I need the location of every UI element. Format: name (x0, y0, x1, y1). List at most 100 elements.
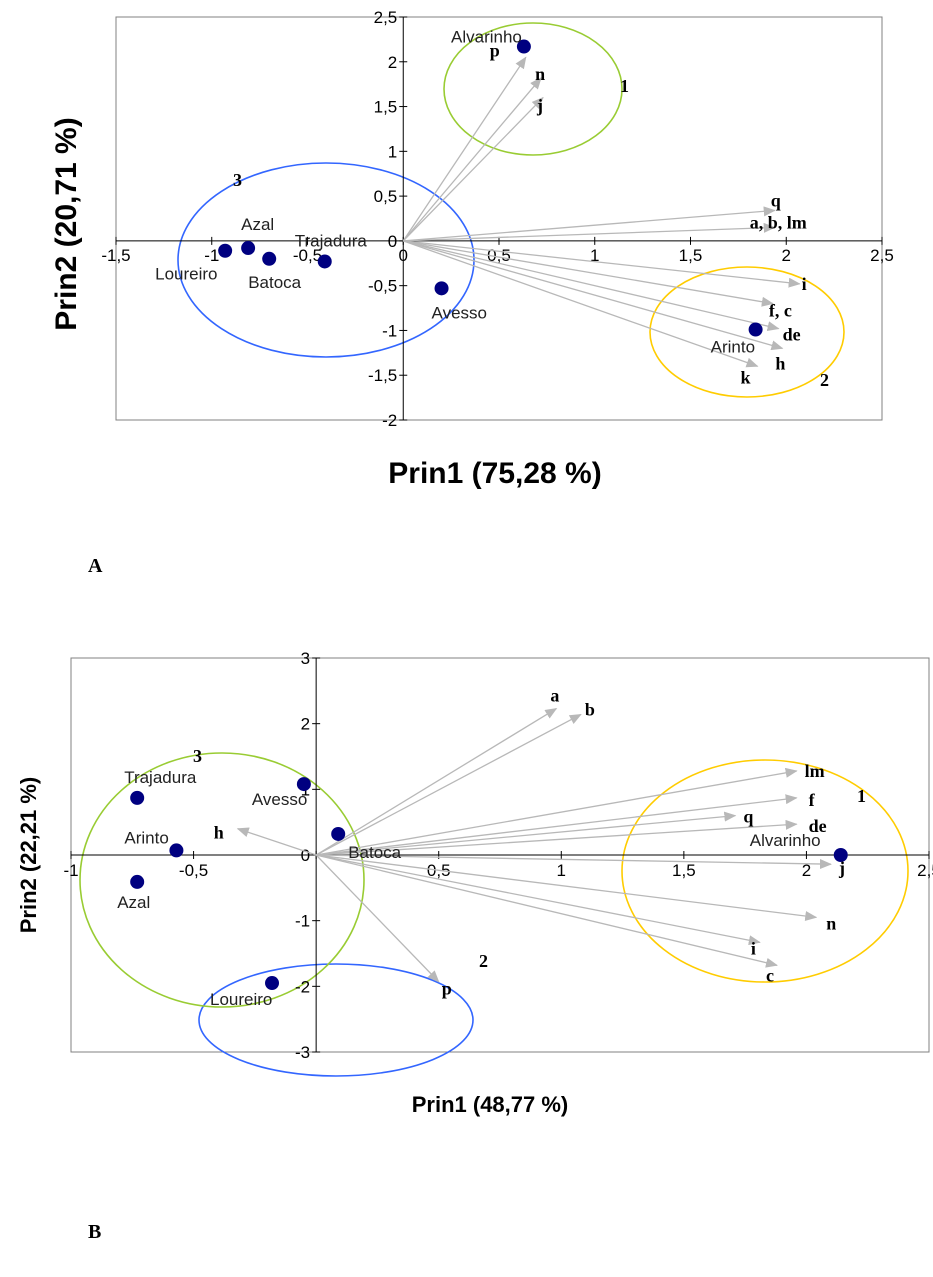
chart-b-group-ellipse (79, 752, 365, 1008)
chart-b-point (130, 874, 145, 889)
chart-a-group-ellipse (177, 162, 475, 358)
chart-a-vector-label: j (536, 96, 543, 116)
chart-a-point (317, 254, 332, 269)
chart-b-x-tick-label: 2 (802, 861, 811, 880)
chart-b-vector-label: n (826, 913, 836, 933)
chart-a-vector-label: n (535, 64, 545, 84)
chart-b-point-label: Avesso (252, 790, 307, 809)
chart-a-x-axis-title: Prin1 (75,28 %) (388, 457, 601, 490)
chart-a-points (218, 39, 763, 337)
chart-a-point-label: Loureiro (155, 265, 217, 284)
chart-b-vector-arrow (316, 854, 832, 869)
chart-b-group-ellipse (198, 963, 474, 1077)
chart-b-group-label: 3 (193, 746, 202, 766)
chart-a-x-tick-label: 1 (590, 246, 599, 265)
chart-a: -1,5 -1 -0,5 0 0,5 1 1,5 2 2,52,521,510,50-0,5-1… (50, 8, 894, 577)
chart-b-vector-label: j (838, 858, 845, 878)
chart-b-y-tick-label: 3 (301, 649, 310, 668)
chart-a-y-tick-label: -0,5 (368, 277, 397, 296)
chart-a-vector-arrow (402, 77, 542, 242)
chart-b-x-tick-label: -0,5 (179, 861, 208, 880)
chart-a-x-tick-label: 0 (399, 246, 408, 265)
chart-a-point-label: Trajadura (295, 231, 368, 250)
chart-b-x-axis-title: Prin1 (48,77 %) (412, 1092, 569, 1117)
chart-b-vector-arrow (315, 854, 440, 983)
chart-a-vector-label: k (741, 367, 751, 387)
chart-b-y-axis-title: Prin2 (22,21 %) (16, 777, 41, 934)
chart-a-y-axis-title: Prin2 (20,71 %) (50, 117, 83, 330)
chart-a-point (516, 39, 531, 54)
chart-a-vector-label: a, b, lm (750, 212, 807, 232)
chart-a-y-tick-label: -1 (382, 321, 397, 340)
chart-a-point-label: Batoca (248, 273, 301, 292)
chart-b: -1-0,50,511,522,53210-1-2-3 ablmfqdehjni… (16, 649, 933, 1243)
chart-a-point (748, 322, 763, 337)
chart-b-vector-label: f (809, 790, 816, 810)
chart-a-x-tick-label: 2 (782, 246, 791, 265)
chart-a-vector-label: h (775, 353, 785, 373)
chart-a-y-tick-label: 1,5 (374, 98, 398, 117)
chart-a-group-ellipse (649, 266, 845, 398)
chart-a-group-label: 2 (820, 370, 829, 390)
chart-a-vector-arrow (403, 240, 759, 368)
chart-a-vector-arrow (403, 240, 780, 332)
chart-b-point (265, 976, 280, 991)
chart-b-x-tick-label: -1 (63, 861, 78, 880)
chart-b-x-tick-label: 1 (557, 861, 566, 880)
chart-a-group-label: 3 (233, 170, 242, 190)
chart-a-panel-letter: A (88, 555, 103, 577)
chart-b-vector-label: b (585, 699, 595, 719)
chart-b-vector-arrow (316, 811, 737, 856)
chart-a-vector-label: p (490, 40, 500, 60)
chart-a-point (218, 243, 233, 258)
chart-b-vector-label: h (214, 823, 224, 843)
chart-a-group-ellipses (177, 22, 845, 398)
chart-b-group-label: 1 (857, 786, 866, 806)
chart-a-point (241, 241, 256, 256)
chart-b-point-label: Azal (117, 893, 150, 912)
chart-a-vector-arrow (403, 240, 784, 351)
chart-b-point (169, 843, 184, 858)
chart-a-vector-label: de (783, 325, 801, 345)
chart-b-vector-label: p (442, 979, 452, 999)
chart-b-vector-arrow (316, 767, 798, 856)
chart-a-y-tick-label: 0 (388, 232, 397, 251)
chart-b-vector-arrow (316, 854, 761, 946)
chart-a-y-tick-label: 2,5 (374, 8, 398, 27)
chart-b-vector-label: de (809, 816, 827, 836)
chart-b-vector-arrow (316, 794, 798, 856)
chart-a-vector-label: f, c (769, 301, 792, 321)
chart-b-vector-arrow (236, 827, 317, 856)
chart-b-panel-letter: B (88, 1221, 101, 1243)
chart-b-point-label: Loureiro (210, 990, 272, 1009)
chart-a-vector-label: q (771, 190, 781, 210)
chart-b-vector-label: i (751, 938, 756, 958)
chart-b-y-tick-label: 2 (301, 715, 310, 734)
chart-a-vector-label: i (802, 274, 807, 294)
chart-a-group-label: 1 (620, 76, 629, 96)
chart-a-x-tick-label: -1 (204, 246, 219, 265)
chart-b-point-label: Batoca (348, 843, 401, 862)
chart-a-vector-arrow (402, 96, 544, 242)
chart-b-group-ellipses (79, 752, 909, 1077)
chart-a-x-tick-label: -0,5 (293, 246, 322, 265)
chart-b-y-tick-label: 0 (301, 846, 310, 865)
chart-a-vector-arrow (402, 56, 527, 242)
chart-b-labels: a b lm f q de h j n ic p Trajadura Arinto Azal Avesso B… (117, 686, 866, 1009)
chart-b-vector-label: c (766, 965, 774, 985)
chart-b-vector-arrow (315, 713, 582, 856)
chart-a-y-tick-label: 1 (388, 142, 397, 161)
chart-b-point (130, 790, 145, 805)
chart-a-point-label: Arinto (711, 338, 755, 357)
chart-a-point-label: Azal (241, 215, 274, 234)
chart-b-vector-arrow (315, 854, 778, 968)
chart-a-y-tick-label: 0,5 (374, 187, 398, 206)
chart-b-vector-label: q (743, 807, 753, 827)
chart-a-x-tick-label: 2,5 (870, 246, 894, 265)
chart-b-vector-arrow (316, 854, 818, 921)
chart-b-x-tick-label: 2,5 (917, 861, 933, 880)
chart-a-group-ellipse (443, 22, 623, 156)
chart-b-vector-label: a (550, 686, 559, 706)
chart-a-axes: -1,5 -1 -0,5 0 0,5 1 1,5 2 2,52,521,510,50-0,5-1… (101, 8, 893, 430)
